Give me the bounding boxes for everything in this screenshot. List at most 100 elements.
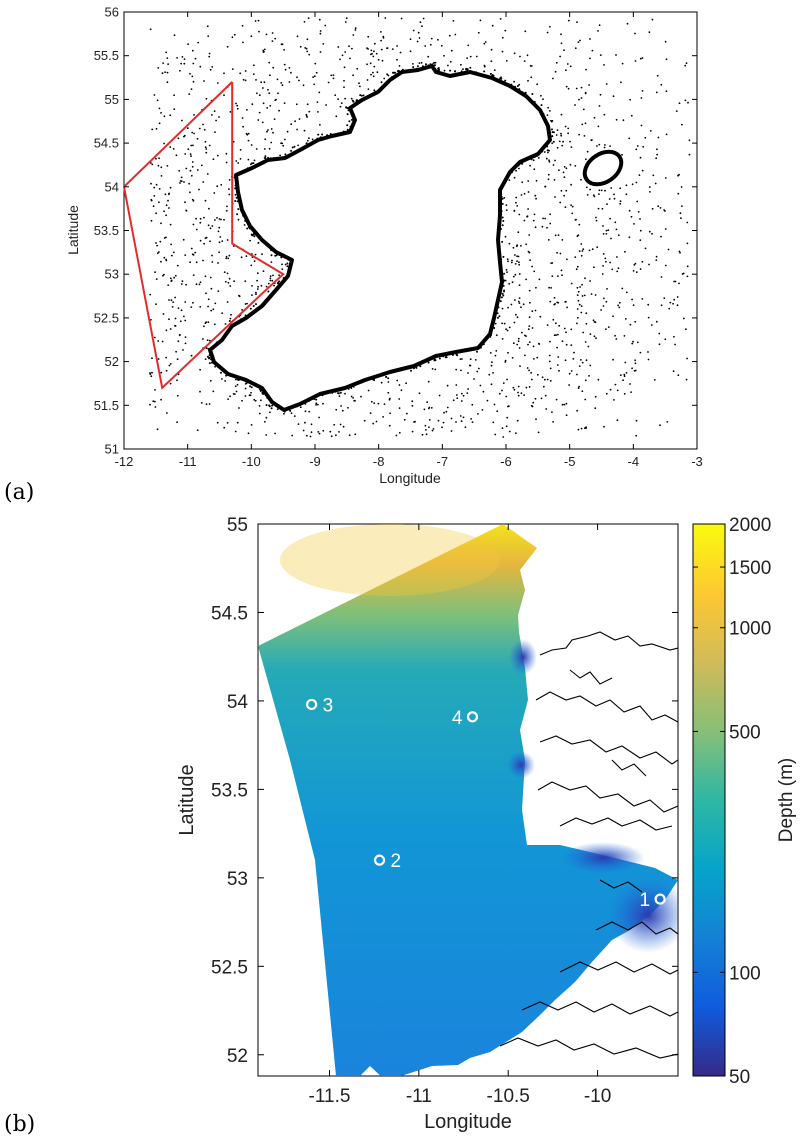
mesh-node bbox=[168, 207, 170, 209]
mesh-node bbox=[535, 197, 537, 200]
mesh-node bbox=[612, 95, 615, 98]
mesh-node bbox=[192, 62, 195, 65]
mesh-node bbox=[546, 324, 549, 326]
mesh-node bbox=[247, 432, 250, 435]
mesh-node bbox=[598, 143, 601, 146]
mesh-node bbox=[274, 37, 277, 40]
mesh-node bbox=[400, 389, 403, 392]
mesh-node bbox=[271, 279, 274, 282]
mesh-node bbox=[184, 342, 187, 345]
mesh-node bbox=[261, 253, 263, 256]
mesh-node bbox=[266, 130, 268, 133]
mesh-node bbox=[191, 131, 194, 134]
mesh-node bbox=[306, 103, 309, 106]
mesh-node bbox=[263, 148, 266, 150]
mesh-node bbox=[610, 187, 613, 189]
mesh-node bbox=[348, 120, 351, 123]
mesh-node bbox=[207, 35, 210, 37]
mesh-node bbox=[259, 390, 262, 392]
mesh-node bbox=[561, 144, 564, 147]
shallow-area-1 bbox=[561, 842, 645, 874]
mesh-node bbox=[462, 394, 465, 397]
mesh-node bbox=[165, 51, 168, 54]
mesh-node bbox=[631, 298, 633, 301]
mesh-node bbox=[185, 209, 188, 212]
mesh-node bbox=[561, 274, 563, 276]
mesh-node bbox=[443, 69, 446, 72]
mesh-node bbox=[190, 306, 193, 308]
mesh-node bbox=[625, 372, 628, 374]
mesh-node bbox=[528, 251, 531, 254]
mesh-node bbox=[432, 428, 435, 430]
mesh-node bbox=[542, 217, 544, 220]
mesh-node bbox=[619, 202, 622, 205]
mesh-node bbox=[605, 233, 608, 235]
mesh-node bbox=[345, 106, 348, 109]
mesh-node bbox=[633, 223, 635, 225]
mesh-node bbox=[603, 146, 606, 149]
mesh-node bbox=[546, 226, 548, 229]
mesh-node bbox=[380, 31, 382, 33]
mesh-node bbox=[514, 273, 517, 276]
mesh-node bbox=[225, 209, 228, 212]
mesh-node bbox=[634, 60, 637, 62]
mesh-node bbox=[514, 254, 516, 256]
mesh-node bbox=[431, 429, 434, 432]
mesh-node bbox=[383, 403, 386, 405]
x-tick-label: -9 bbox=[309, 454, 321, 469]
ireland-coastline bbox=[208, 64, 624, 412]
mesh-node bbox=[163, 210, 166, 213]
mesh-node bbox=[447, 64, 449, 67]
mesh-node bbox=[184, 254, 187, 256]
bathymetry-coastline bbox=[499, 631, 678, 1059]
mesh-node bbox=[506, 329, 509, 332]
mesh-node bbox=[672, 302, 674, 305]
mesh-node bbox=[529, 301, 531, 304]
mesh-node bbox=[191, 49, 194, 52]
mesh-node bbox=[267, 88, 269, 91]
mesh-node bbox=[240, 256, 243, 259]
mesh-node bbox=[624, 361, 627, 364]
mesh-node bbox=[658, 332, 661, 335]
mesh-node bbox=[268, 404, 271, 407]
mesh-node bbox=[269, 411, 271, 414]
mesh-node bbox=[673, 298, 676, 301]
mesh-node bbox=[319, 30, 322, 32]
mesh-node bbox=[505, 209, 508, 212]
mesh-node bbox=[623, 393, 626, 395]
mesh-node bbox=[586, 194, 589, 196]
mesh-node bbox=[546, 378, 549, 381]
mesh-node bbox=[607, 326, 610, 328]
mesh-node bbox=[425, 63, 427, 66]
mesh-node bbox=[437, 419, 440, 422]
mesh-node bbox=[178, 169, 181, 172]
mesh-node bbox=[596, 145, 598, 147]
mesh-node bbox=[617, 304, 619, 307]
mesh-node bbox=[581, 283, 583, 286]
mesh-node bbox=[469, 55, 472, 58]
mesh-node bbox=[632, 340, 634, 343]
mesh-node bbox=[216, 421, 219, 424]
mesh-node bbox=[593, 195, 596, 198]
station-marker bbox=[654, 893, 666, 905]
mesh-node bbox=[473, 378, 475, 380]
mesh-node bbox=[224, 380, 227, 382]
mesh-node bbox=[604, 257, 607, 260]
mesh-node bbox=[306, 50, 309, 53]
mesh-node bbox=[553, 303, 556, 306]
mesh-node bbox=[563, 194, 565, 197]
mesh-node bbox=[534, 309, 537, 312]
mesh-node bbox=[205, 292, 207, 295]
mesh-node bbox=[556, 364, 559, 366]
mesh-node bbox=[466, 392, 469, 394]
mesh-node bbox=[639, 351, 642, 354]
mesh-node bbox=[618, 306, 621, 309]
mesh-node bbox=[641, 57, 644, 59]
mesh-node bbox=[574, 47, 577, 50]
mesh-node bbox=[540, 94, 542, 97]
mesh-node bbox=[249, 239, 252, 242]
mesh-node bbox=[291, 434, 294, 437]
mesh-node bbox=[213, 323, 216, 326]
mesh-node bbox=[673, 335, 675, 338]
mesh-node bbox=[204, 275, 207, 278]
